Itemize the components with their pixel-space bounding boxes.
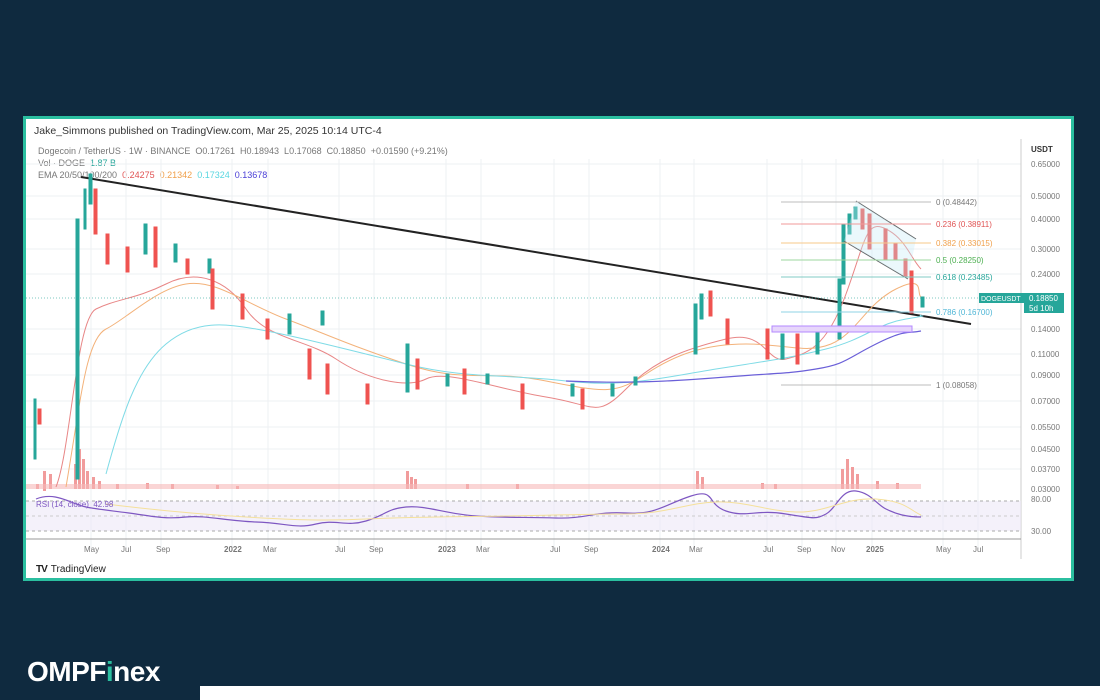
rsi-legend[interactable]: RSI (14, close) 42.98: [36, 500, 113, 509]
time-tick: Mar: [476, 545, 490, 554]
fib-labels: 0 (0.48442) 0.236 (0.38911) 0.382 (0.330…: [936, 198, 993, 390]
high-label: H: [239, 146, 247, 156]
chart-legend: Dogecoin / TetherUS · 1W · BINANCE O0.17…: [38, 145, 448, 181]
time-tick: 2025: [866, 545, 884, 554]
time-tick: Sep: [797, 545, 812, 554]
price-tick: 0.30000: [1031, 245, 1060, 254]
tradingview-wordmark: TradingView: [50, 564, 106, 575]
time-tick: Mar: [689, 545, 703, 554]
price-tick: 0.14000: [1031, 325, 1060, 334]
price-tick: 0.07000: [1031, 397, 1060, 406]
time-tick: Jul: [973, 545, 983, 554]
price-tick: 0.11000: [1031, 350, 1060, 359]
high-value: 0.18943: [246, 146, 280, 156]
footer-bar: [200, 686, 1100, 700]
time-tick: Jul: [335, 545, 345, 554]
price-tick: 0.03000: [1031, 485, 1060, 494]
volume-legend[interactable]: Vol · DOGE 1.87 B: [38, 157, 448, 169]
price-tick: 0.03700: [1031, 465, 1060, 474]
tradingview-icon: TV: [36, 564, 48, 575]
brand-part: nex: [113, 656, 160, 687]
ema50-value: 0.21342: [159, 170, 193, 180]
time-tick: 2022: [224, 545, 242, 554]
time-tick: Sep: [156, 545, 171, 554]
time-tick: Jul: [763, 545, 773, 554]
price-tag-countdown: 5d 10h: [1029, 304, 1053, 313]
ema100-value: 0.17324: [197, 170, 230, 180]
low-label: L: [284, 146, 290, 156]
currency-label: USDT: [1031, 145, 1053, 154]
close-value: 0.18850: [333, 146, 366, 156]
time-tick: Nov: [831, 545, 845, 554]
time-tick: Mar: [263, 545, 277, 554]
ema20-value: 0.24275: [122, 170, 155, 180]
fibonacci-retracement[interactable]: [781, 201, 931, 386]
ema200-line: [565, 330, 922, 383]
fib-label-05: 0.5 (0.28250): [936, 256, 984, 265]
price-tick: 0.40000: [1031, 215, 1060, 224]
price-tick: 0.65000: [1031, 160, 1060, 169]
support-box[interactable]: [771, 325, 913, 333]
volume-bars: [26, 449, 921, 491]
price-tick: 0.04500: [1031, 445, 1060, 454]
long-term-trendline[interactable]: [80, 176, 972, 325]
time-tick: Sep: [369, 545, 384, 554]
time-tick: May: [936, 545, 951, 554]
time-tick: Jul: [550, 545, 560, 554]
time-tick: Jul: [121, 545, 131, 554]
candles: [33, 173, 925, 480]
price-tick: 0.09000: [1031, 371, 1060, 380]
ema-label: EMA 20/50/100/200: [38, 170, 118, 180]
open-value: 0.17261: [202, 146, 235, 156]
rsi-legend-value: 42.98: [93, 500, 114, 509]
price-tag-symbol: DOGEUSDT: [981, 296, 1021, 303]
volume-value: 1.87 B: [90, 158, 117, 168]
fib-label-0: 0 (0.48442): [936, 198, 977, 207]
fib-label-0618: 0.618 (0.23485): [936, 273, 993, 282]
fib-label-0786: 0.786 (0.16700): [936, 308, 993, 317]
ema200-value: 0.13678: [234, 170, 268, 180]
rsi-tick: 80.00: [1031, 495, 1052, 504]
price-axis[interactable]: USDT 0.65000 0.50000 0.40000 0.30000 0.2…: [1031, 145, 1060, 536]
price-tick: 0.05500: [1031, 423, 1060, 432]
publisher-line: Jake_Simmons published on TradingView.co…: [34, 125, 382, 137]
time-tick: 2023: [438, 545, 456, 554]
time-axis[interactable]: May Jul Sep 2022 Mar Jul Sep 2023 Mar Ju…: [84, 545, 983, 554]
rsi-tick: 30.00: [1031, 527, 1052, 536]
fib-label-0382: 0.382 (0.33015): [936, 239, 993, 248]
change-value: +0.01590 (+9.21%): [370, 146, 448, 156]
rsi-legend-label: RSI (14, close): [36, 500, 89, 509]
ema100-line: [105, 314, 924, 475]
symbol-name[interactable]: Dogecoin / TetherUS · 1W · BINANCE: [38, 146, 191, 156]
channel-upper-line[interactable]: [855, 200, 917, 240]
time-tick: May: [84, 545, 99, 554]
chart-frame: Jake_Simmons published on TradingView.co…: [23, 116, 1074, 581]
time-tick: 2024: [652, 545, 670, 554]
brand-part: OMPF: [27, 656, 106, 687]
fib-label-1: 1 (0.08058): [936, 381, 977, 390]
brand-accent-i: i: [105, 656, 114, 687]
price-tag-value: 0.18850: [1029, 294, 1058, 303]
time-tick: Sep: [584, 545, 599, 554]
ema-legend[interactable]: EMA 20/50/100/200 0.24275 0.21342 0.1732…: [38, 169, 448, 181]
rsi-pane: [26, 490, 1021, 540]
low-value: 0.17068: [289, 146, 322, 156]
fib-label-0236: 0.236 (0.38911): [936, 220, 992, 229]
price-tick: 0.24000: [1031, 270, 1060, 279]
price-chart[interactable]: USDT 0.65000 0.50000 0.40000 0.30000 0.2…: [26, 119, 1071, 578]
close-label: C: [326, 146, 334, 156]
tradingview-logo[interactable]: TV TradingView: [36, 564, 106, 575]
symbol-legend: Dogecoin / TetherUS · 1W · BINANCE O0.17…: [38, 145, 448, 157]
ompfinex-logo: OMPFinex: [27, 656, 160, 688]
price-tick: 0.50000: [1031, 192, 1060, 201]
current-price-tag[interactable]: DOGEUSDT 0.18850 5d 10h: [26, 293, 1064, 313]
open-label: O: [195, 146, 203, 156]
volume-label: Vol · DOGE: [38, 158, 86, 168]
